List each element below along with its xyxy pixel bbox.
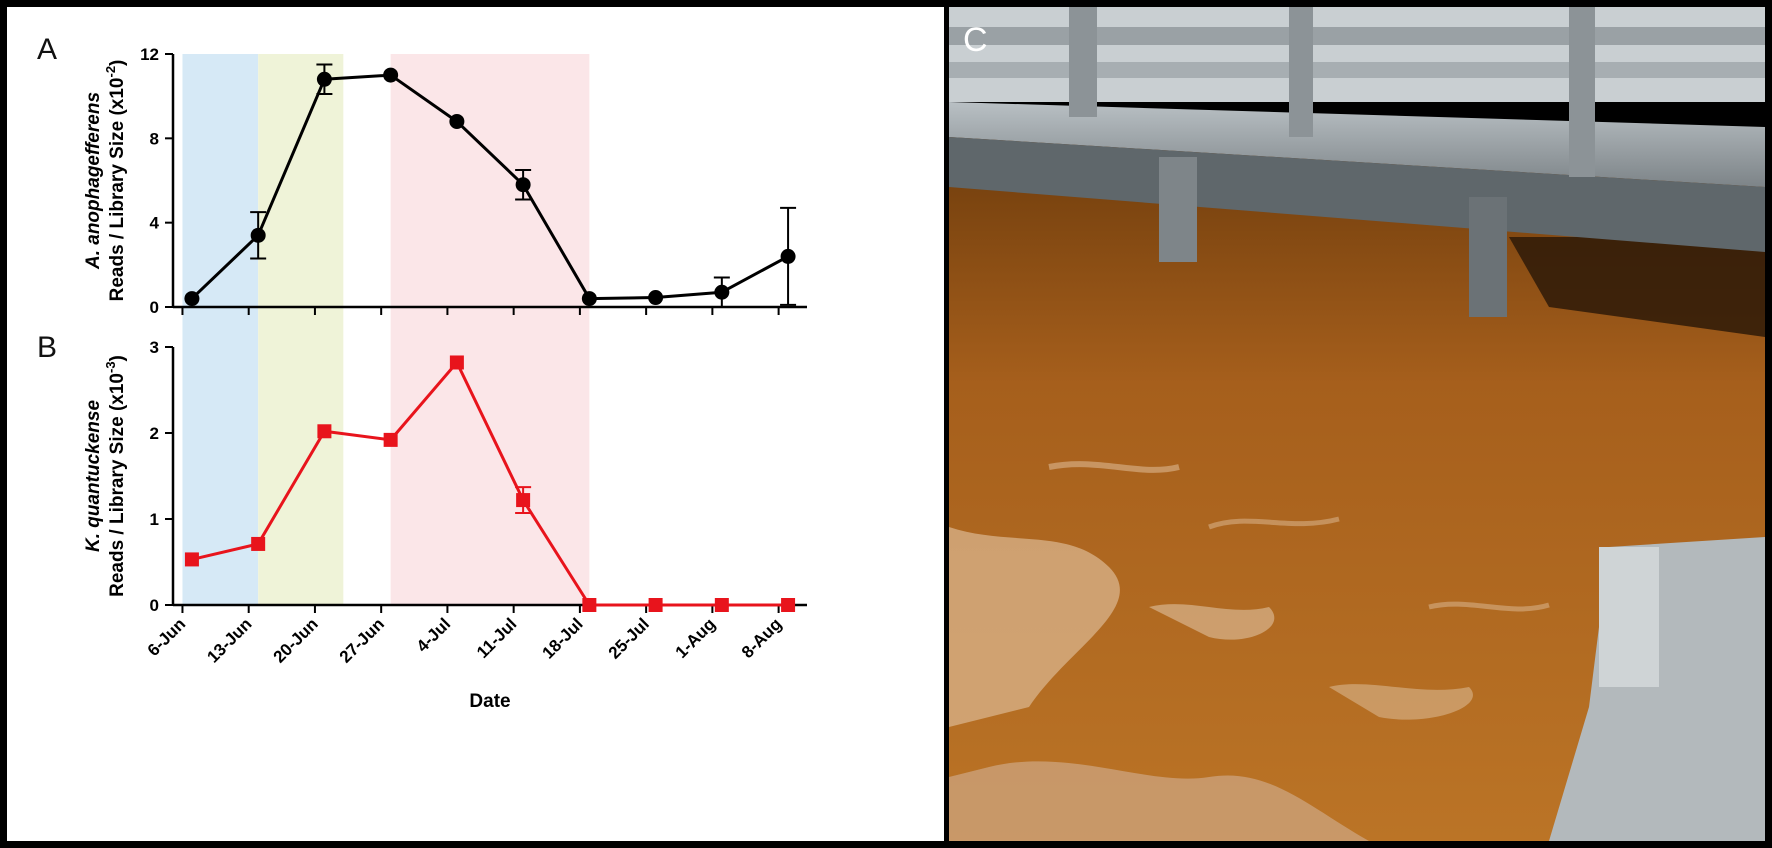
panel-a-ytick-label: 12 <box>140 45 159 64</box>
panel-b-ytick-label: 3 <box>150 338 159 357</box>
panel-b-data-point <box>781 598 796 612</box>
panel-a-data-point <box>515 177 531 193</box>
panel-a-data-point <box>780 248 796 264</box>
panel-a-ytick-label: 4 <box>150 214 160 233</box>
panel-label-c: C <box>963 21 988 59</box>
panel-a-ylabel-species: A. anophagefferens <box>83 92 104 270</box>
shade-band-1 <box>182 54 259 605</box>
panel-b-data-point <box>251 536 266 551</box>
panel-b-ylabel-main: Reads / Library Size (x10-3) <box>103 355 128 597</box>
panel-b-ytick-label: 2 <box>150 424 159 443</box>
panel-a-ytick-label: 8 <box>150 129 159 148</box>
xtick-label: 8-Aug <box>738 614 785 661</box>
panel-a-ylabel-main: Reads / Library Size (x10-2) <box>103 60 128 302</box>
panel-a-ytick-label: 0 <box>150 298 159 317</box>
xtick-label: 6-Jun <box>144 614 189 659</box>
xtick-label: 20-Jun <box>270 614 322 666</box>
panel-b-data-point <box>516 493 531 508</box>
xtick-label: 1-Aug <box>672 614 719 661</box>
photo-panel: C <box>949 7 1765 841</box>
panel-b-data-point <box>714 598 729 612</box>
panel-label-b: B <box>37 331 57 364</box>
xtick-label: 4-Jul <box>413 614 454 655</box>
xtick-label: 11-Jul <box>473 614 521 662</box>
panel-a-data-point <box>714 284 730 300</box>
panel-b-ytick-label: 1 <box>150 510 159 529</box>
chart-panel: 0 4 8 12 A. anophagefferens Reads / Library S… <box>7 7 944 841</box>
panel-b-ylabel-species: K. quantuckense <box>83 400 104 552</box>
panel-a-data-point <box>250 227 266 243</box>
panel-a-data-point <box>184 291 200 307</box>
photo-svg: C <box>949 7 1765 841</box>
panel-b-ytick-label: 0 <box>150 596 159 615</box>
panel-b-data-point <box>317 424 332 439</box>
panel-a-data-point <box>449 113 465 129</box>
x-axis-title: Date <box>469 691 510 712</box>
xtick-label: 25-Jul <box>605 614 653 662</box>
panel-a-data-point <box>316 71 332 87</box>
panel-a-data-point <box>383 67 399 83</box>
panel-a-data-point <box>648 290 664 306</box>
panel-a-series-line <box>190 73 789 301</box>
panel-b-data-point <box>582 598 597 612</box>
panel-b-data-point <box>449 355 464 370</box>
panel-b-data-point <box>383 432 398 447</box>
panel-label-a: A <box>37 33 57 66</box>
panel-b-series-line <box>191 360 789 607</box>
shade-band-3 <box>390 54 590 605</box>
panel-a-data-point <box>581 291 597 307</box>
panel-b-data-point <box>184 552 199 567</box>
panel-b-data-point <box>648 598 663 612</box>
dock <box>949 7 1765 841</box>
xtick-label: 18-Jul <box>539 614 587 662</box>
shade-band-2 <box>258 54 344 605</box>
xtick-label: 13-Jun <box>203 614 255 666</box>
xtick-label: 27-Jun <box>336 614 388 666</box>
